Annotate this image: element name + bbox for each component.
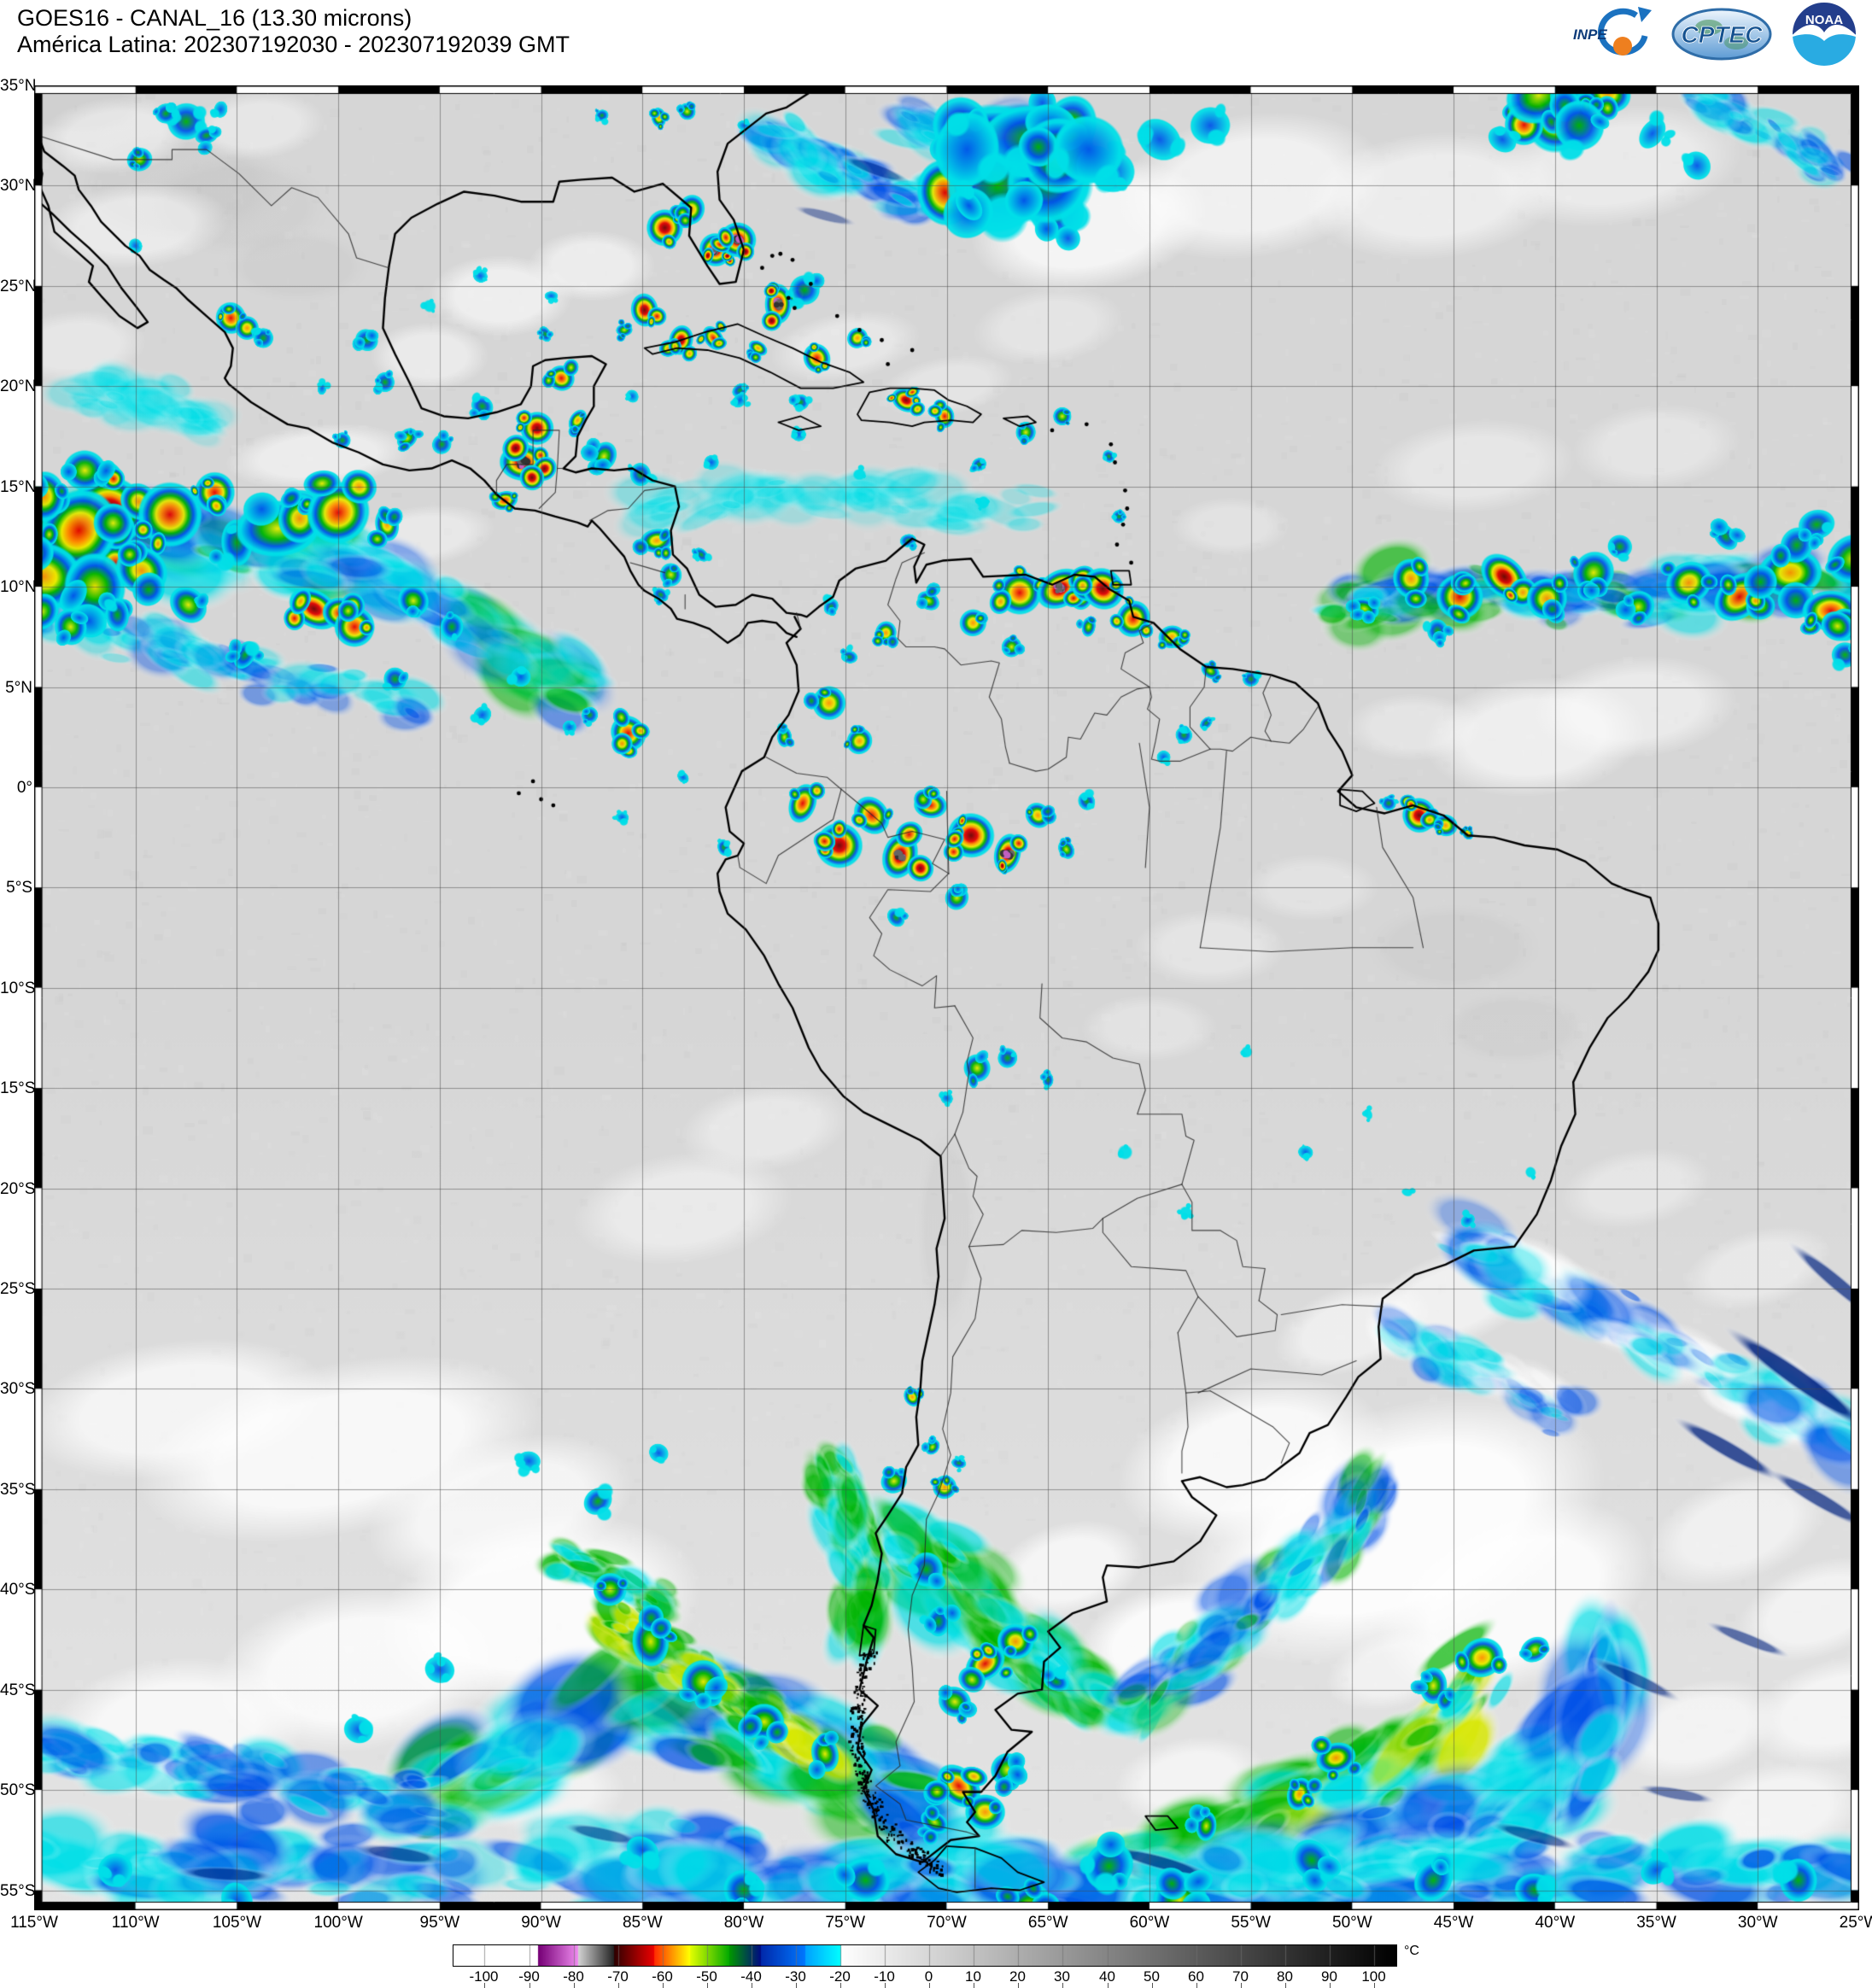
colorbar-tick-mark (795, 1983, 797, 1988)
lat-tick-label: 5°S (6, 879, 32, 898)
lon-tick-label: 30°W (1737, 1914, 1778, 1932)
colorbar-canvas (453, 1945, 1396, 1966)
colorbar-tick-label: 60 (1188, 1968, 1204, 1985)
colorbar-tick-label: 70 (1232, 1968, 1249, 1985)
header-title-line1: GOES16 - CANAL_16 (13.30 microns) (17, 5, 412, 31)
lon-tick-label: 65°W (1027, 1914, 1068, 1932)
lat-tick-label: 20°N (0, 377, 37, 396)
colorbar-tick-label: 0 (924, 1968, 933, 1985)
lat-tick-label: 30°N (0, 177, 37, 196)
lat-tick-label: 45°S (0, 1681, 36, 1699)
colorbar-tick-label: -10 (874, 1968, 895, 1985)
colorbar-tick-label: -30 (785, 1968, 806, 1985)
colorbar-tick-label: -80 (563, 1968, 584, 1985)
colorbar-tick-mark (1062, 1983, 1063, 1988)
colorbar-tick-label: 90 (1321, 1968, 1337, 1985)
lon-tick-label: 35°W (1636, 1914, 1676, 1932)
lon-tick-label: 100°W (313, 1914, 363, 1932)
colorbar-tick-label: -40 (740, 1968, 762, 1985)
lat-tick-label: 50°S (0, 1781, 36, 1800)
lon-tick-label: 105°W (212, 1914, 262, 1932)
lat-tick-label: 40°S (0, 1581, 36, 1599)
colorbar-tick-label: -20 (829, 1968, 851, 1985)
lat-tick-label: 15°N (0, 477, 37, 496)
colorbar-tick-mark (573, 1983, 575, 1988)
header-title-line2: América Latina: 202307192030 - 202307192… (17, 32, 570, 57)
colorbar-unit-label: °C (1404, 1944, 1419, 1958)
colorbar-tick-label: 30 (1054, 1968, 1070, 1985)
lon-tick-label: 95°W (419, 1914, 460, 1932)
colorbar-tick-label: 40 (1099, 1968, 1115, 1985)
lat-tick-label: 35°N (0, 77, 37, 95)
lon-tick-label: 50°W (1332, 1914, 1372, 1932)
lat-tick-label: 15°S (0, 1079, 36, 1098)
lat-tick-label: 10°N (0, 578, 37, 597)
lon-tick-label: 110°W (111, 1914, 160, 1932)
lat-tick-label: 5°N (5, 678, 32, 697)
colorbar-tick-label: -60 (652, 1968, 673, 1985)
lat-tick-label: 20°S (0, 1179, 36, 1198)
lon-tick-label: 80°W (723, 1914, 764, 1932)
colorbar-tick-mark (1017, 1983, 1019, 1988)
colorbar-tick-label: -50 (696, 1968, 717, 1985)
colorbar-tick-mark (662, 1983, 664, 1988)
colorbar-tick-label: -90 (518, 1968, 540, 1985)
inpe-logo-text: INPE (1573, 26, 1607, 43)
lon-tick-label: 90°W (521, 1914, 561, 1932)
colorbar-tick-label: 100 (1361, 1968, 1386, 1985)
lat-tick-label: 35°S (0, 1480, 36, 1499)
colorbar-tick-label: 10 (965, 1968, 981, 1985)
lat-tick-label: 30°S (0, 1380, 36, 1399)
lat-tick-label: 55°S (0, 1881, 36, 1900)
colorbar-tick-mark (1151, 1983, 1153, 1988)
colorbar-tick-label: 80 (1277, 1968, 1293, 1985)
colorbar-tick-mark (884, 1983, 886, 1988)
inpe-logo: INPE (1573, 7, 1652, 56)
lon-tick-label: 85°W (622, 1914, 663, 1932)
colorbar-tick-mark (617, 1983, 619, 1988)
colorbar-tick-mark (1107, 1983, 1109, 1988)
map-panel (34, 85, 1859, 1910)
cptec-logo-text: CPTEC (1682, 21, 1764, 48)
colorbar-tick-mark (483, 1983, 485, 1988)
lon-tick-label: 60°W (1129, 1914, 1170, 1932)
lon-tick-label: 40°W (1535, 1914, 1576, 1932)
lat-tick-label: 25°S (0, 1280, 36, 1298)
colorbar-tick-mark (1196, 1983, 1197, 1988)
lon-tick-label: 25°W (1839, 1914, 1872, 1932)
colorbar-tick-label: 20 (1009, 1968, 1026, 1985)
colorbar-tick-label: -100 (469, 1968, 499, 1985)
colorbar-tick-label: -70 (607, 1968, 629, 1985)
lat-tick-label: 25°N (0, 277, 37, 295)
colorbar-tick-mark (529, 1983, 530, 1988)
lon-tick-label: 75°W (825, 1914, 866, 1932)
lon-tick-label: 55°W (1231, 1914, 1271, 1932)
noaa-logo: NOAA (1790, 1, 1858, 67)
lon-tick-label: 70°W (927, 1914, 967, 1932)
lat-tick-label: 10°S (0, 979, 36, 997)
lon-tick-label: 115°W (10, 1914, 58, 1932)
colorbar-tick-mark (1284, 1983, 1286, 1988)
colorbar-tick-mark (1240, 1983, 1242, 1988)
colorbar-tick-mark (706, 1983, 708, 1988)
colorbar-tick-mark (1373, 1983, 1375, 1988)
lon-tick-label: 45°W (1433, 1914, 1474, 1932)
noaa-logo-text: NOAA (1805, 13, 1843, 27)
lat-tick-label: 0° (16, 778, 32, 797)
colorbar (453, 1944, 1397, 1967)
colorbar-tick-label: 50 (1144, 1968, 1160, 1985)
colorbar-tick-mark (839, 1983, 841, 1988)
colorbar-tick-mark (928, 1983, 930, 1988)
cptec-logo: CPTEC (1671, 8, 1772, 61)
satellite-image-canvas (34, 85, 1859, 1910)
colorbar-tick-mark (1329, 1983, 1331, 1988)
